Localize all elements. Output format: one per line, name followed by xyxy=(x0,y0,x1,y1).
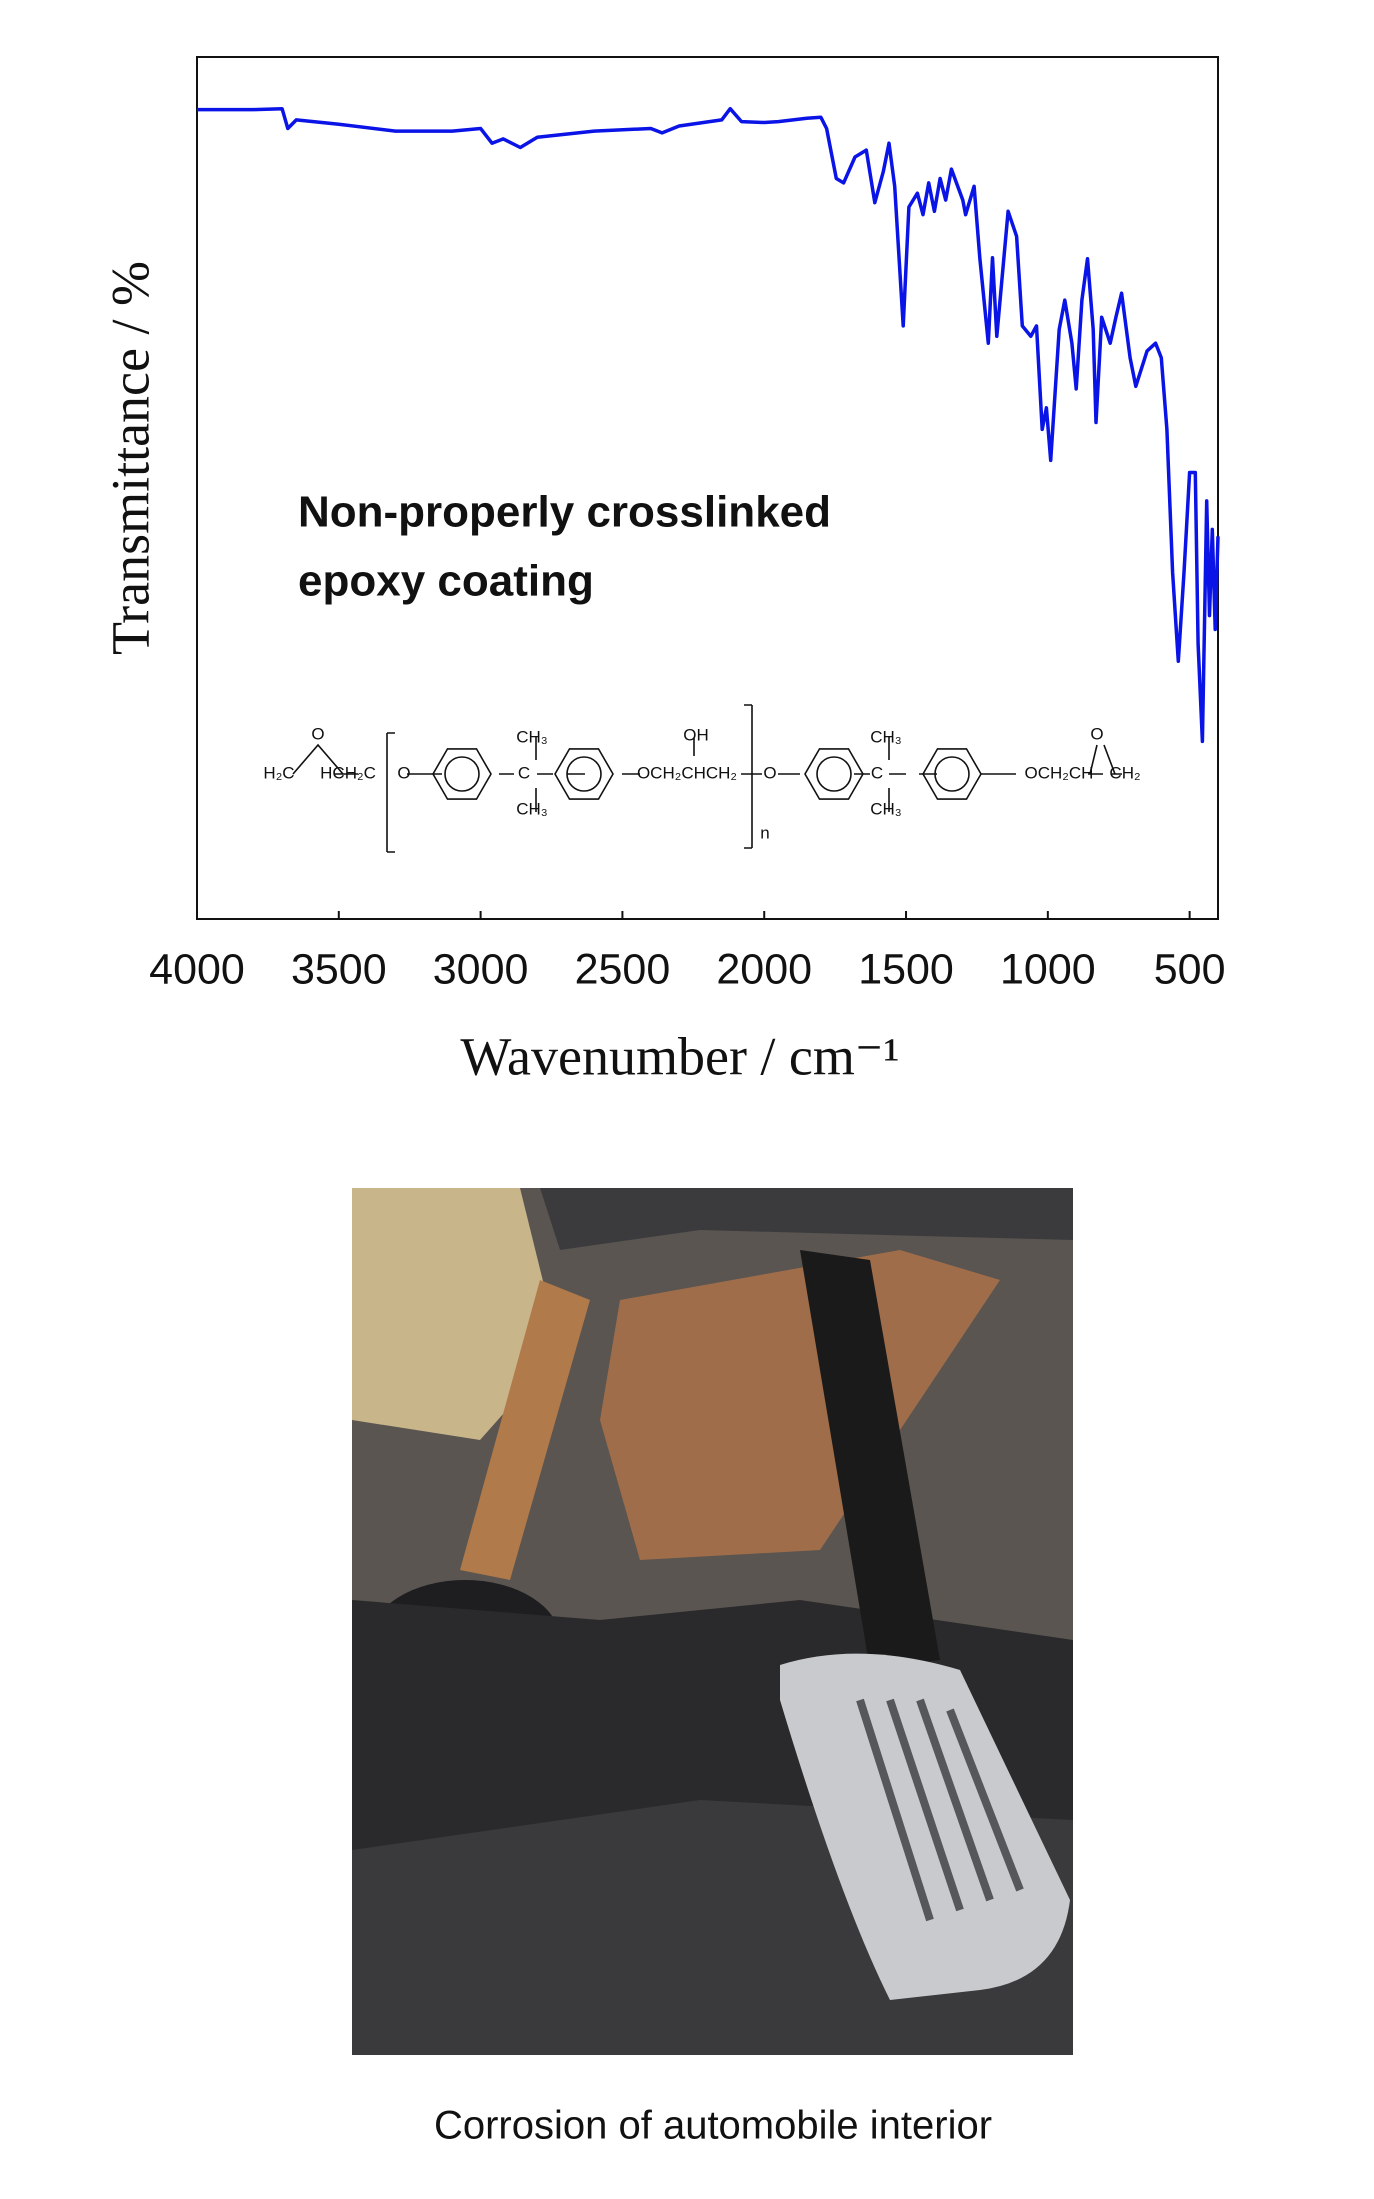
structure-label: O xyxy=(311,724,324,743)
annotation: Non-properly crosslinked xyxy=(298,488,831,537)
structure-label: OH xyxy=(683,725,709,744)
benzene-ring-inner xyxy=(816,756,852,792)
structure-label: n xyxy=(760,823,769,842)
y-axis-label: Transmittance / % xyxy=(100,261,160,655)
structure-label: C xyxy=(871,763,883,782)
x-tick-label: 3000 xyxy=(433,945,529,993)
structure-label: CH₃ xyxy=(870,799,901,818)
structure-label: OCH₂CHCH₂ xyxy=(637,763,737,782)
structure-label: C xyxy=(518,763,530,782)
benzene-ring-inner xyxy=(934,756,970,792)
x-axis-label: Wavenumber / cm⁻¹ xyxy=(460,1026,899,1086)
structure-label: H₂C xyxy=(263,763,294,782)
photo-caption: Corrosion of automobile interior xyxy=(434,2104,992,2148)
structure-label: CH₃ xyxy=(870,727,901,746)
benzene-ring xyxy=(554,748,614,800)
x-tick-label: 1000 xyxy=(1000,945,1096,993)
structure-label: O xyxy=(1090,724,1103,743)
structure-label: CH₃ xyxy=(516,799,547,818)
x-tick-label: 2500 xyxy=(575,945,671,993)
x-tick-label: 1500 xyxy=(858,945,954,993)
benzene-ring xyxy=(432,748,492,800)
structure-label: OCH₂CH xyxy=(1025,763,1094,782)
structure-bonds xyxy=(292,704,1122,853)
spectrum-line xyxy=(197,106,1220,744)
structure-label: CH₃ xyxy=(516,727,547,746)
structure-label: HCH₂C xyxy=(320,763,376,782)
x-tick-label: 3500 xyxy=(291,945,387,993)
benzene-ring xyxy=(922,748,982,800)
photo xyxy=(352,1188,1073,2055)
plot-frame xyxy=(196,56,1219,920)
structure-label: O xyxy=(763,763,776,782)
annotation: epoxy coating xyxy=(298,557,594,606)
benzene-ring-inner xyxy=(444,756,480,792)
benzene-ring-inner xyxy=(566,756,602,792)
x-tick-label: 500 xyxy=(1154,945,1226,993)
structure-label: CH₂ xyxy=(1109,763,1140,782)
x-tick-label: 2000 xyxy=(716,945,812,993)
structure-label: O xyxy=(397,763,410,782)
x-tick-label: 4000 xyxy=(149,945,245,993)
benzene-ring xyxy=(804,748,864,800)
